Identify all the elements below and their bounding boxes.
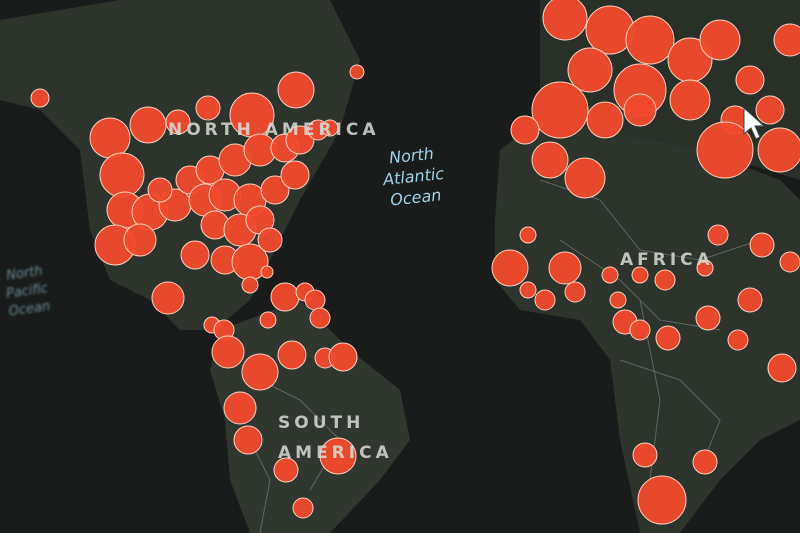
case-marker[interactable]: [564, 157, 606, 199]
case-marker[interactable]: [309, 307, 331, 329]
case-marker[interactable]: [519, 226, 537, 244]
case-marker[interactable]: [531, 141, 569, 179]
label-north-america: NORTH AMERICA: [168, 120, 380, 140]
case-marker[interactable]: [277, 71, 315, 109]
case-marker[interactable]: [304, 289, 326, 311]
case-marker[interactable]: [280, 160, 310, 190]
case-marker[interactable]: [319, 437, 357, 475]
case-marker[interactable]: [623, 93, 657, 127]
case-marker[interactable]: [285, 125, 315, 155]
case-marker[interactable]: [773, 23, 800, 57]
case-marker[interactable]: [241, 276, 259, 294]
case-marker[interactable]: [586, 101, 624, 139]
case-marker[interactable]: [755, 95, 785, 125]
case-marker[interactable]: [129, 106, 167, 144]
case-marker[interactable]: [692, 449, 718, 475]
case-marker[interactable]: [349, 64, 365, 80]
case-marker[interactable]: [767, 353, 797, 383]
case-marker[interactable]: [259, 311, 277, 329]
case-marker[interactable]: [735, 65, 765, 95]
label-north-pacific-ocean: North Pacific Ocean: [5, 263, 52, 320]
case-marker[interactable]: [542, 0, 588, 41]
case-marker[interactable]: [737, 287, 763, 313]
case-marker[interactable]: [151, 281, 185, 315]
land-north-america: [0, 0, 360, 330]
case-marker[interactable]: [632, 442, 658, 468]
case-marker[interactable]: [654, 269, 676, 291]
case-marker[interactable]: [669, 79, 711, 121]
case-markers: [30, 0, 800, 525]
case-marker[interactable]: [567, 47, 613, 93]
case-marker[interactable]: [531, 81, 589, 139]
case-marker[interactable]: [233, 425, 263, 455]
case-marker[interactable]: [260, 265, 274, 279]
case-marker[interactable]: [260, 175, 290, 205]
case-marker[interactable]: [749, 232, 775, 258]
case-marker[interactable]: [147, 177, 173, 203]
case-marker[interactable]: [696, 121, 754, 179]
case-marker[interactable]: [277, 340, 307, 370]
case-marker[interactable]: [510, 115, 540, 145]
label-north-atlantic-ocean: North Atlantic Ocean: [382, 143, 445, 210]
case-marker[interactable]: [180, 240, 210, 270]
case-marker[interactable]: [601, 266, 619, 284]
case-marker[interactable]: [273, 457, 299, 483]
case-marker[interactable]: [727, 329, 749, 351]
case-marker[interactable]: [625, 15, 675, 65]
case-marker[interactable]: [211, 335, 245, 369]
case-marker[interactable]: [707, 224, 729, 246]
case-marker[interactable]: [89, 117, 131, 159]
case-marker[interactable]: [564, 281, 586, 303]
label-south-america: SOUTH AMERICA: [278, 413, 393, 463]
case-marker[interactable]: [696, 259, 714, 277]
case-marker[interactable]: [123, 223, 157, 257]
case-marker[interactable]: [195, 95, 221, 121]
case-marker[interactable]: [99, 152, 145, 198]
case-marker[interactable]: [257, 227, 283, 253]
case-marker[interactable]: [165, 109, 191, 135]
case-marker[interactable]: [629, 319, 651, 341]
case-marker[interactable]: [637, 475, 687, 525]
case-marker[interactable]: [292, 497, 314, 519]
case-marker[interactable]: [757, 127, 800, 173]
case-marker[interactable]: [699, 19, 741, 61]
case-marker[interactable]: [241, 353, 279, 391]
case-marker[interactable]: [779, 251, 800, 273]
case-marker[interactable]: [328, 342, 358, 372]
case-marker[interactable]: [548, 251, 582, 285]
case-marker[interactable]: [631, 266, 649, 284]
case-marker[interactable]: [321, 119, 339, 137]
case-marker[interactable]: [30, 88, 50, 108]
case-marker[interactable]: [223, 391, 257, 425]
case-marker[interactable]: [695, 305, 721, 331]
case-marker[interactable]: [655, 325, 681, 351]
case-marker[interactable]: [270, 282, 300, 312]
case-marker[interactable]: [534, 289, 556, 311]
case-marker[interactable]: [609, 291, 627, 309]
case-marker[interactable]: [519, 281, 537, 299]
case-marker[interactable]: [491, 249, 529, 287]
label-africa: AFRICA: [620, 250, 714, 270]
mouse-pointer-icon: [743, 106, 766, 140]
